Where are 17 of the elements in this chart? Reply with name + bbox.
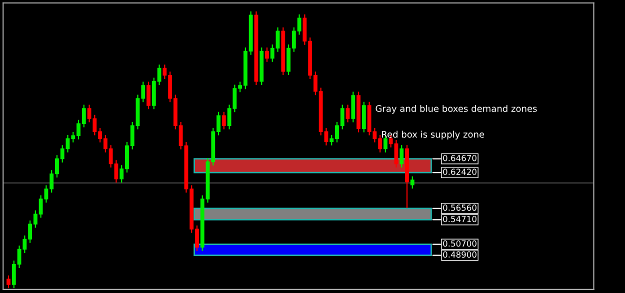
candlestick	[410, 176, 414, 190]
ref-line-label: 0.48900	[443, 251, 476, 258]
annotation: Red box is supply zone	[382, 130, 484, 140]
candlestick	[400, 144, 404, 168]
candlestick	[362, 101, 366, 133]
candlestick	[6, 274, 10, 289]
candlestick	[222, 111, 226, 130]
ref-line-label: 0.64670	[443, 154, 476, 162]
ref-line-label: 0.56560	[443, 204, 476, 211]
candlestick	[346, 104, 350, 123]
candlestick	[146, 81, 150, 110]
ref-line-label: 0.54710	[443, 216, 476, 222]
candlestick	[265, 46, 269, 62]
annotation: Gray and blue boxes demand zones	[376, 104, 537, 114]
candlestick	[351, 91, 356, 123]
ref-line-label: 0.50700	[443, 240, 476, 247]
ref-line-label: 0.62420	[443, 168, 476, 175]
